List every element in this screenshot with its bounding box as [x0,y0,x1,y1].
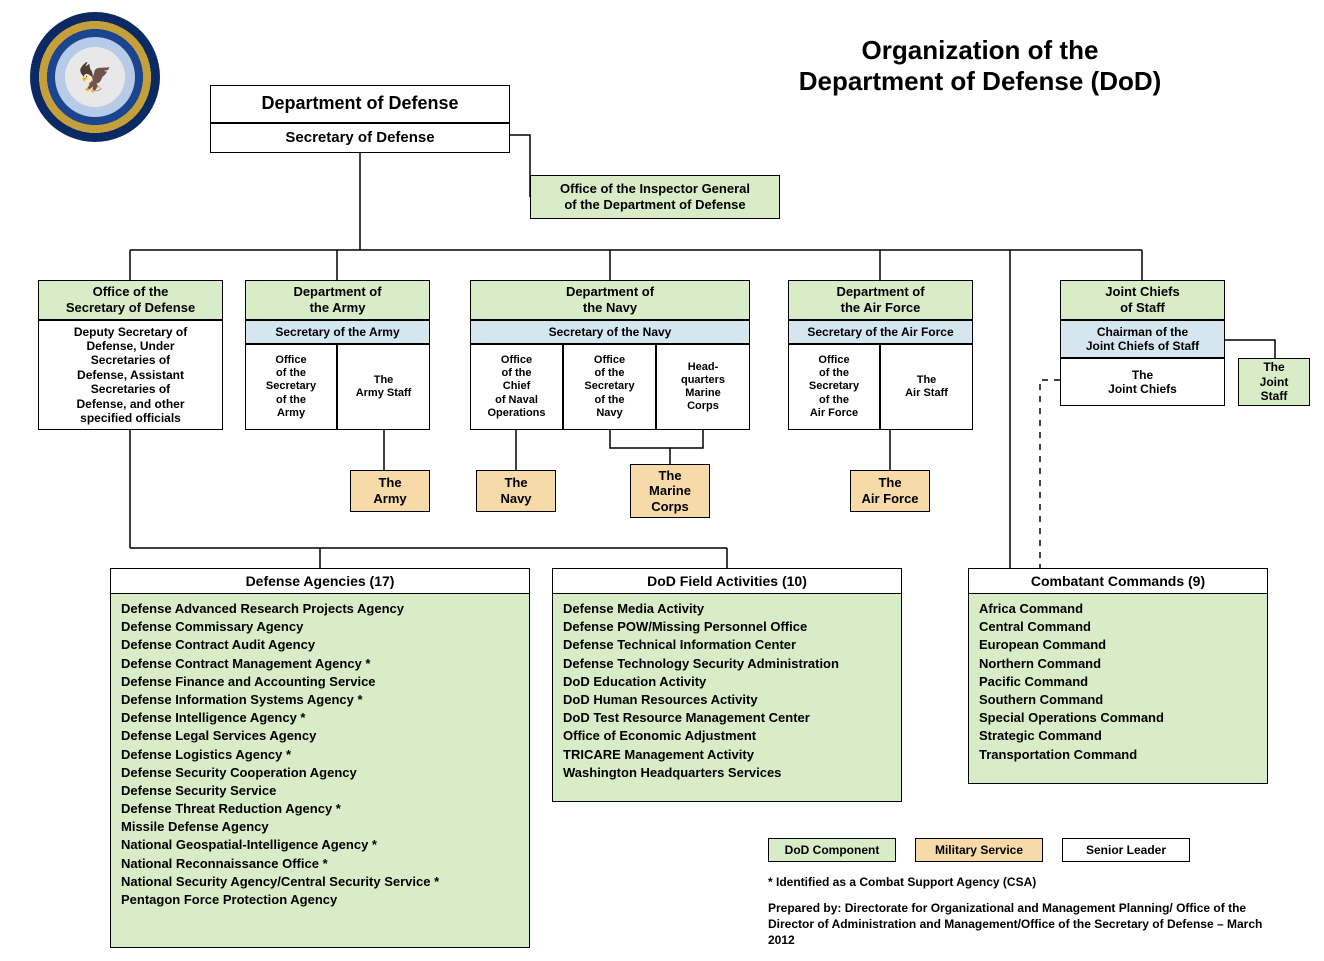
csa-footnote: * Identified as a Combat Support Agency … [768,874,1036,890]
legend-item: Military Service [915,838,1043,862]
list-item: National Security Agency/Central Securit… [121,873,519,891]
node-n_jcs_js: TheJoint Staff [1238,358,1310,406]
node-n_navy_o1: Officeof theChiefof NavalOperations [470,344,563,430]
list-item: Defense Threat Reduction Agency * [121,800,519,818]
node-n_af_sec: Secretary of the Air Force [788,320,973,344]
list-item: Defense Finance and Accounting Service [121,673,519,691]
list-item: Africa Command [979,600,1257,618]
list-item: European Command [979,636,1257,654]
node-n_navy_svc: TheNavy [476,470,556,512]
prepared-by-footnote: Prepared by: Directorate for Organizatio… [768,900,1268,949]
node-n_osd_h: Office of theSecretary of Defense [38,280,223,320]
node-n_army_sec: Secretary of the Army [245,320,430,344]
node-n_jcs_ch: Chairman of theJoint Chiefs of Staff [1060,320,1225,358]
list-item: Defense POW/Missing Personnel Office [563,618,891,636]
node-n_navy_o3: Head-quartersMarineCorps [656,344,750,430]
listbox-agencies: Defense Agencies (17) Defense Advanced Re… [110,568,530,948]
list-item: Strategic Command [979,727,1257,745]
list-item: Southern Command [979,691,1257,709]
listbox-body-combatant: Africa CommandCentral CommandEuropean Co… [969,594,1267,783]
node-n_navy_o2: Officeof theSecretaryof theNavy [563,344,656,430]
list-item: Defense Logistics Agency * [121,746,519,764]
list-item: Office of Economic Adjustment [563,727,891,745]
list-item: DoD Education Activity [563,673,891,691]
node-n_af_h: Department ofthe Air Force [788,280,973,320]
edge [1010,380,1060,595]
seal-eagle-icon: 🦅 [55,37,135,117]
edge [1225,340,1275,358]
list-item: Defense Security Cooperation Agency [121,764,519,782]
node-n_army_h: Department ofthe Army [245,280,430,320]
edge [968,250,1010,595]
list-item: Defense Advanced Research Projects Agenc… [121,600,519,618]
list-item: Defense Intelligence Agency * [121,709,519,727]
node-n_af_o1: Officeof theSecretaryof theAir Force [788,344,880,430]
edge [670,430,703,448]
list-item: Missile Defense Agency [121,818,519,836]
list-item: Defense Commissary Agency [121,618,519,636]
list-item: Defense Contract Audit Agency [121,636,519,654]
page-title: Organization of the Department of Defens… [670,35,1290,97]
node-n_usmc_svc: TheMarineCorps [630,464,710,518]
listbox-body-agencies: Defense Advanced Research Projects Agenc… [111,594,529,947]
legend-item: DoD Component [768,838,896,862]
list-item: Pacific Command [979,673,1257,691]
list-item: Central Command [979,618,1257,636]
list-item: National Reconnaissance Office * [121,855,519,873]
list-item: Washington Headquarters Services [563,764,891,782]
edge [610,430,670,464]
node-n_jcs_h: Joint Chiefsof Staff [1060,280,1225,320]
list-item: Defense Technology Security Administrati… [563,655,891,673]
node-n_ig: Office of the Inspector Generalof the De… [530,175,780,219]
list-item: Transportation Command [979,746,1257,764]
list-item: Defense Legal Services Agency [121,727,519,745]
listbox-header-field: DoD Field Activities (10) [553,569,901,594]
list-item: Defense Technical Information Center [563,636,891,654]
dod-seal: 🦅 [30,12,160,142]
list-item: Defense Contract Management Agency * [121,655,519,673]
list-item: DoD Test Resource Management Center [563,709,891,727]
list-item: National Geospatial-Intelligence Agency … [121,836,519,854]
listbox-body-field: Defense Media ActivityDefense POW/Missin… [553,594,901,801]
node-n_af_svc: TheAir Force [850,470,930,512]
node-n_dod: Department of Defense [210,85,510,123]
title-line1: Organization of the [670,35,1290,66]
edge [510,135,530,197]
listbox-combatant: Combatant Commands (9)Africa CommandCent… [968,568,1268,784]
list-item: Pentagon Force Protection Agency [121,891,519,909]
node-n_navy_h: Department ofthe Navy [470,280,750,320]
node-n_jcs_jc: TheJoint Chiefs [1060,358,1225,406]
node-n_army_svc: TheArmy [350,470,430,512]
list-item: Defense Media Activity [563,600,891,618]
node-n_army_o1: Officeof theSecretaryof theArmy [245,344,337,430]
listbox-header-agencies: Defense Agencies (17) [111,569,529,594]
list-item: DoD Human Resources Activity [563,691,891,709]
title-line2: Department of Defense (DoD) [670,66,1290,97]
node-n_af_o2: TheAir Staff [880,344,973,430]
list-item: Special Operations Command [979,709,1257,727]
listbox-header-combatant: Combatant Commands (9) [969,569,1267,594]
list-item: Defense Security Service [121,782,519,800]
listbox-field: DoD Field Activities (10)Defense Media A… [552,568,902,802]
node-n_secdef: Secretary of Defense [210,123,510,153]
node-n_navy_sec: Secretary of the Navy [470,320,750,344]
list-item: TRICARE Management Activity [563,746,891,764]
list-item: Defense Information Systems Agency * [121,691,519,709]
legend-item: Senior Leader [1062,838,1190,862]
list-item: Northern Command [979,655,1257,673]
node-n_army_o2: TheArmy Staff [337,344,430,430]
node-n_osd_b: Deputy Secretary ofDefense, UnderSecreta… [38,320,223,430]
